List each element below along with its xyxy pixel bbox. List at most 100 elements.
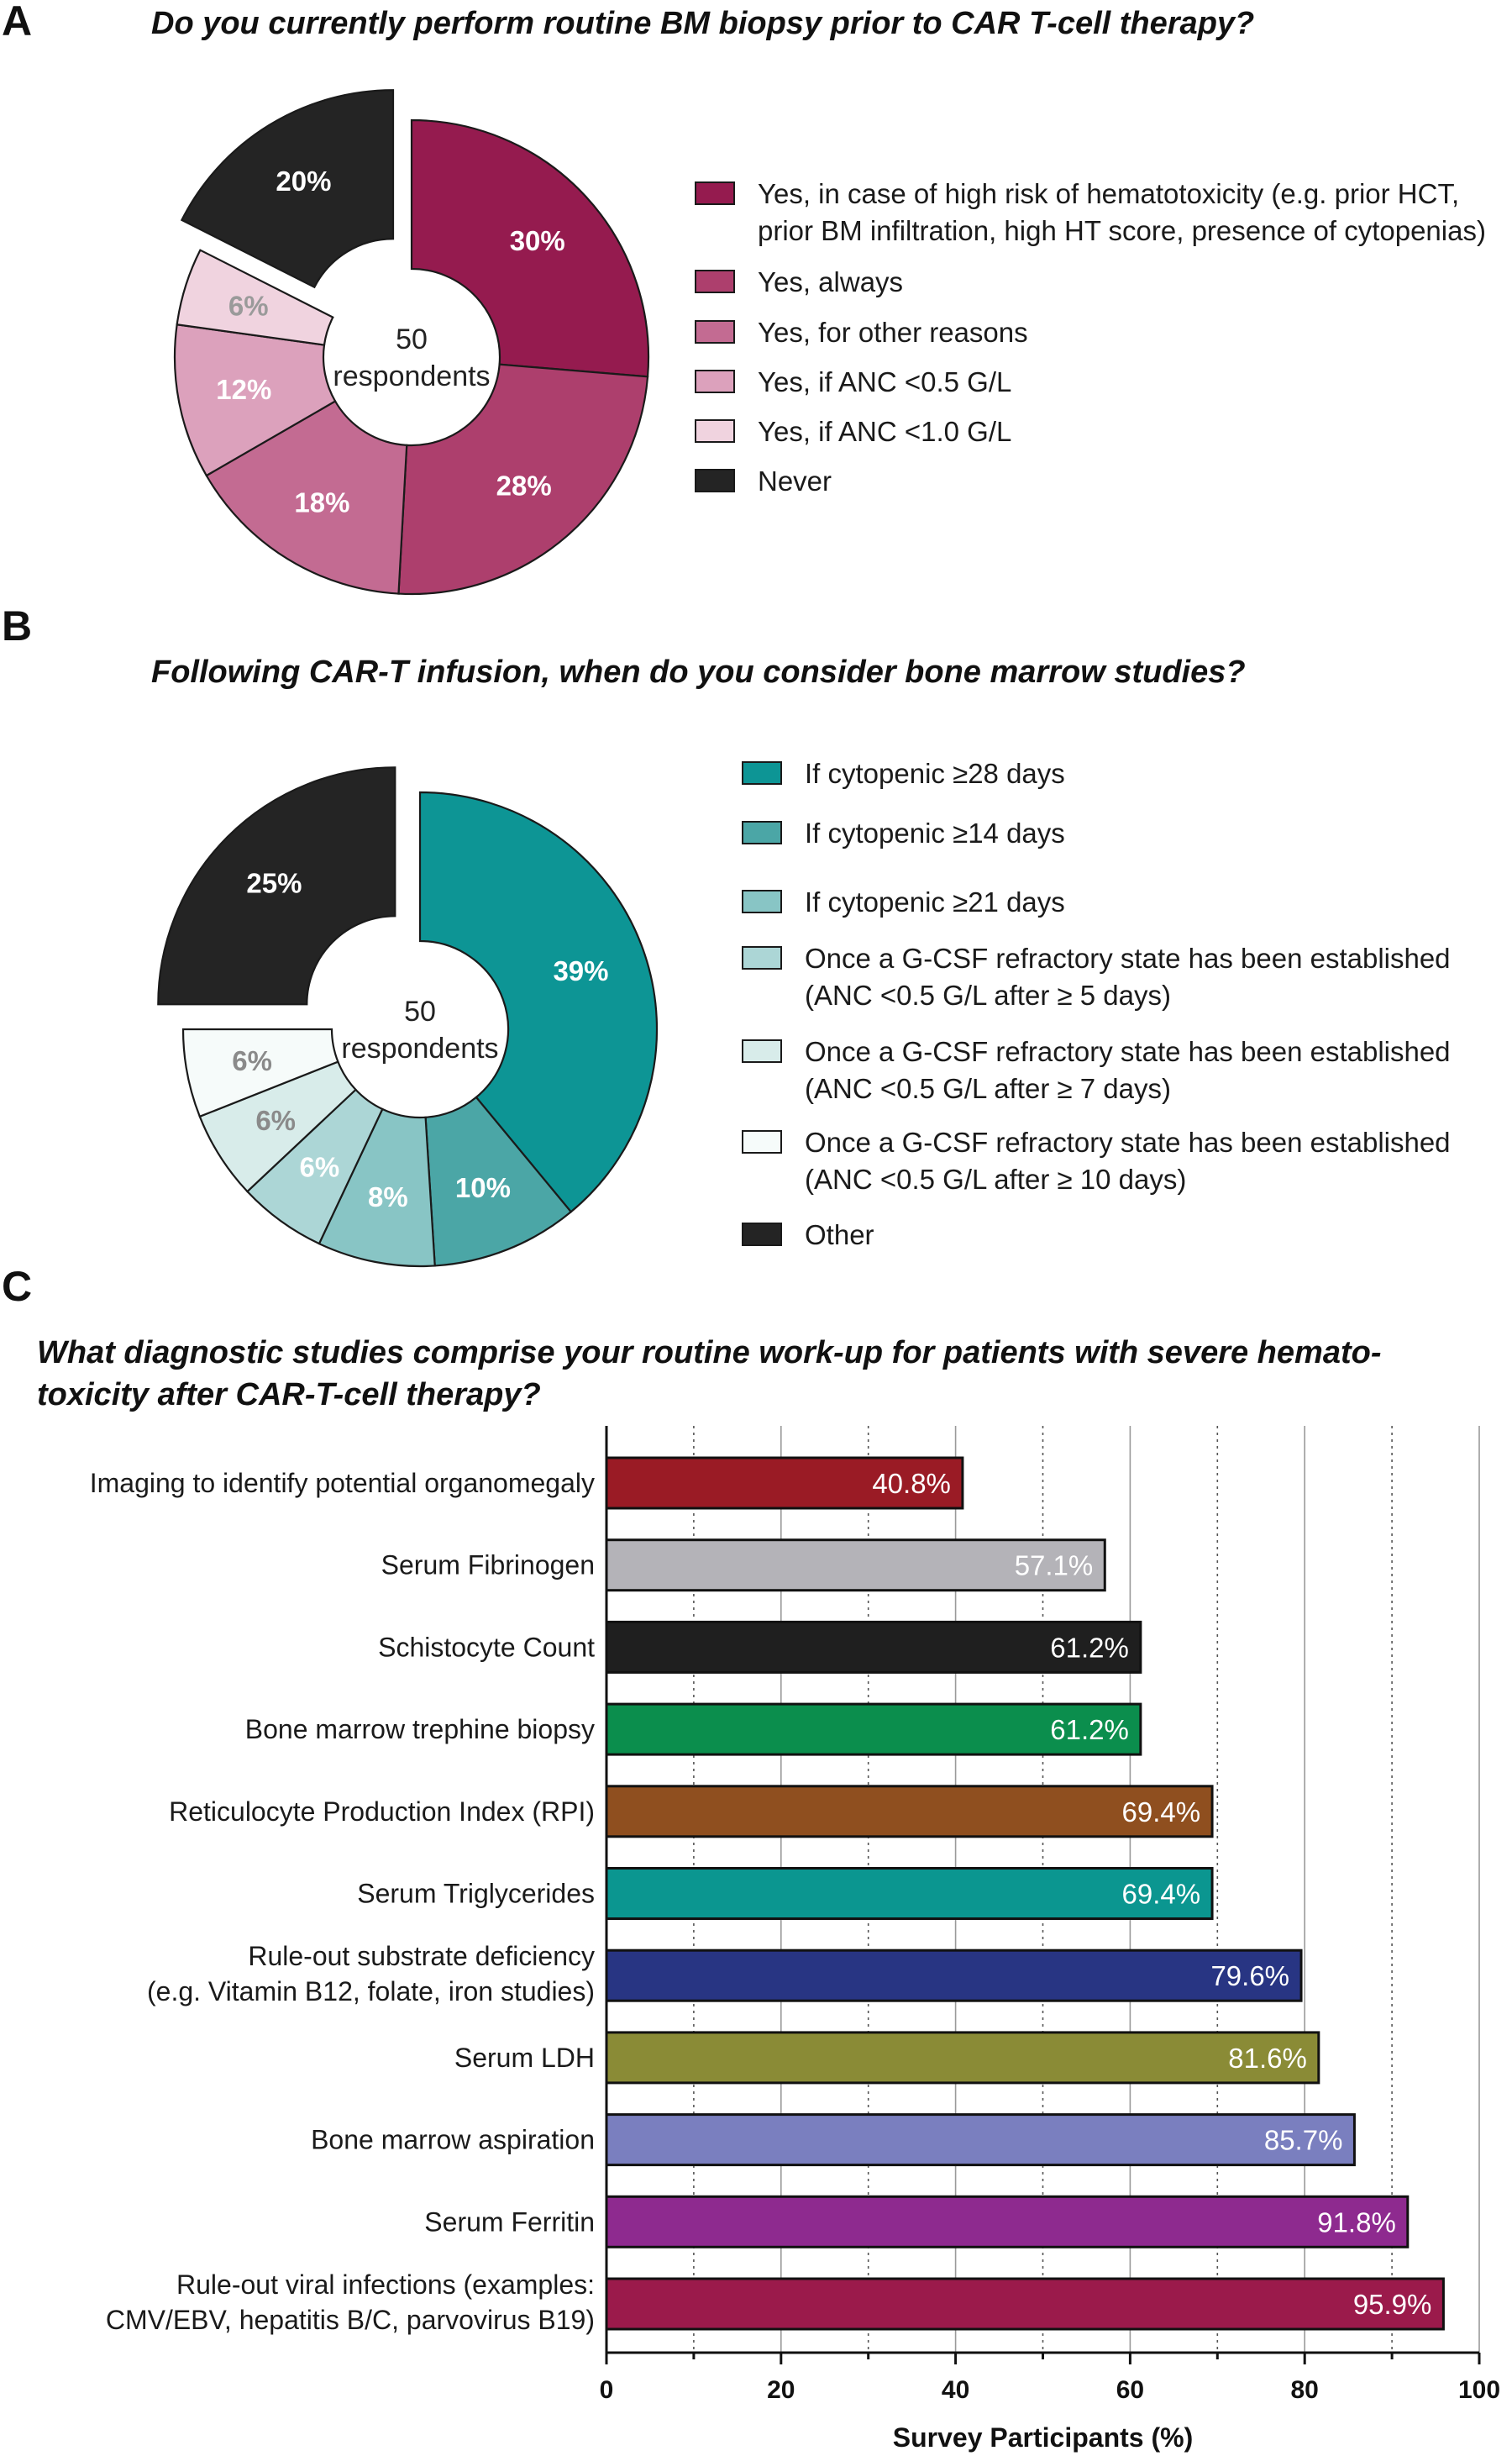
panel-c-question-line2: toxicity after CAR-T-cell therapy? (37, 1377, 541, 1412)
bar-value-label: 69.4% (1121, 1796, 1200, 1828)
bar-value-label: 95.9% (1353, 2289, 1432, 2320)
legend-label: If cytopenic ≥28 days (805, 758, 1065, 789)
x-tick-label: 100 (1458, 2376, 1500, 2404)
panel-b-letter: B (2, 602, 32, 649)
x-tick-label: 20 (767, 2376, 795, 2404)
legend-label: (ANC <0.5 G/L after ≥ 7 days) (805, 1073, 1171, 1104)
category-label: CMV/EBV, hepatitis B/C, parvovirus B19) (106, 2305, 595, 2335)
slice-value-label: 6% (232, 1045, 272, 1076)
category-label: Serum LDH (454, 2043, 595, 2073)
legend-label: (ANC <0.5 G/L after ≥ 10 days) (805, 1164, 1186, 1195)
slice-value-label: 39% (553, 955, 608, 986)
pie-slice (180, 89, 395, 289)
category-label: Reticulocyte Production Index (RPI) (169, 1796, 595, 1827)
category-label: Bone marrow aspiration (311, 2125, 595, 2155)
bar (605, 1456, 964, 1510)
legend-swatch (742, 890, 782, 913)
slice-value-label: 6% (228, 290, 269, 321)
legend-label: Yes, always (758, 266, 903, 297)
slice-value-label: 25% (246, 867, 302, 898)
pie-slice (418, 791, 659, 1213)
bar (605, 1785, 1214, 1838)
panel-a-question: Do you currently perform routine BM biop… (151, 6, 1254, 41)
legend-b: If cytopenic ≥28 days If cytopenic ≥14 da… (742, 758, 1451, 1250)
legend-swatch (695, 370, 735, 393)
bar (605, 1867, 1214, 1920)
x-tick-label: 80 (1291, 2376, 1319, 2404)
pie-slice (176, 249, 334, 346)
legend-label: Yes, in case of high risk of hematotoxic… (758, 178, 1459, 209)
legend-label: prior BM infiltration, high HT score, pr… (758, 215, 1486, 246)
legend-swatch (695, 419, 735, 443)
bar-value-label: 79.6% (1210, 1960, 1289, 1991)
pie-slice (410, 118, 650, 378)
category-label: Rule-out viral infections (examples: (176, 2269, 595, 2300)
panel-a-letter: A (2, 0, 32, 45)
legend-swatch (695, 320, 735, 344)
legend-label: Never (758, 465, 832, 497)
bar-value-label: 85.7% (1264, 2125, 1343, 2156)
legend-swatch (742, 1039, 782, 1063)
pie-slice (397, 363, 649, 596)
slice-value-label: 20% (276, 166, 331, 197)
bar-chart-c: 40.8% Imaging to identify potential organ… (90, 1426, 1500, 2453)
bar-value-label: 61.2% (1050, 1632, 1129, 1663)
legend-label: (ANC <0.5 G/L after ≥ 5 days) (805, 980, 1171, 1011)
category-label: Imaging to identify potential organomega… (90, 1468, 595, 1498)
legend-a: Yes, in case of high risk of hematotoxic… (695, 178, 1486, 497)
donut-center-text: respondents (341, 1033, 498, 1065)
bar-value-label: 91.8% (1317, 2206, 1396, 2238)
legend-label: If cytopenic ≥21 days (805, 886, 1065, 918)
legend-swatch (742, 1130, 782, 1154)
category-label: Serum Triglycerides (357, 1879, 595, 1909)
x-tick-label: 0 (600, 2376, 614, 2404)
legend-swatch (742, 821, 782, 844)
bar (605, 2195, 1410, 2248)
bar (605, 2277, 1445, 2331)
category-label: Serum Ferritin (424, 2206, 595, 2237)
slice-value-label: 10% (455, 1172, 511, 1203)
bar (605, 1702, 1142, 1756)
pie-chart-a: 30% 28% 18% 12% 6% 20% 50 respondents (173, 89, 650, 596)
legend-swatch (742, 761, 782, 785)
pie-slice (205, 399, 408, 595)
legend-swatch (695, 270, 735, 293)
legend-swatch (695, 469, 735, 492)
legend-swatch (742, 946, 782, 970)
pie-slice (157, 766, 396, 1006)
slice-value-label: 6% (300, 1152, 340, 1183)
slice-value-label: 28% (496, 470, 552, 501)
slice-value-label: 6% (255, 1105, 296, 1136)
category-label: Serum Fibrinogen (381, 1550, 595, 1580)
category-label: Bone marrow trephine biopsy (245, 1714, 595, 1744)
donut-center-text: 50 (404, 996, 436, 1028)
panel-b-question: Following CAR-T infusion, when do you co… (151, 655, 1246, 690)
donut-center-text: 50 (396, 323, 428, 355)
bar-value-label: 81.6% (1228, 2043, 1307, 2074)
x-tick-label: 40 (942, 2376, 969, 2404)
panel-c-letter: C (2, 1263, 32, 1310)
legend-label: Once a G-CSF refractory state has been e… (805, 1036, 1451, 1067)
slice-value-label: 18% (294, 486, 349, 518)
legend-label: Yes, if ANC <1.0 G/L (758, 416, 1011, 447)
bar-value-label: 61.2% (1050, 1714, 1129, 1745)
pie-slice (424, 1096, 573, 1267)
slice-value-label: 8% (368, 1181, 408, 1212)
bar (605, 1620, 1142, 1674)
legend-label: Other (805, 1219, 874, 1250)
pie-slice (173, 323, 337, 477)
slice-value-label: 30% (510, 225, 565, 256)
legend-label: Once a G-CSF refractory state has been e… (805, 1127, 1451, 1158)
legend-label: Yes, for other reasons (758, 317, 1028, 348)
category-label: Rule-out substrate deficiency (248, 1941, 595, 1971)
bar (605, 1948, 1303, 2002)
legend-label: If cytopenic ≥14 days (805, 818, 1065, 849)
legend-label: Once a G-CSF refractory state has been e… (805, 943, 1451, 974)
legend-swatch (742, 1223, 782, 1246)
legend-swatch (695, 181, 735, 205)
slice-value-label: 12% (216, 374, 271, 405)
legend-label: Yes, if ANC <0.5 G/L (758, 366, 1011, 397)
bar (605, 2031, 1320, 2085)
